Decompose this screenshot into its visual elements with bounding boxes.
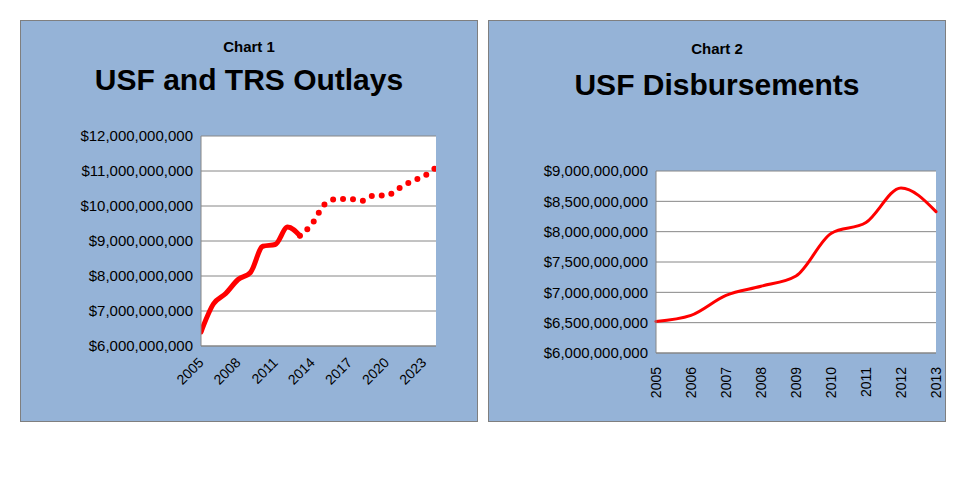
svg-text:2010: 2010 — [823, 367, 839, 398]
html-text:Chart 1: Chart 1 — [223, 38, 275, 55]
svg-text:$7,000,000,000: $7,000,000,000 — [544, 284, 648, 301]
svg-text:$9,000,000,000: $9,000,000,000 — [544, 162, 648, 179]
svg-text:$8,500,000,000: $8,500,000,000 — [544, 193, 648, 210]
svg-text:$9,000,000,000: $9,000,000,000 — [89, 232, 193, 249]
svg-text:$8,000,000,000: $8,000,000,000 — [544, 223, 648, 240]
svg-text:2017: 2017 — [322, 354, 355, 387]
svg-text:2006: 2006 — [683, 367, 699, 398]
svg-text:2014: 2014 — [285, 354, 318, 387]
html-text:USF Disbursements: USF Disbursements — [574, 68, 860, 101]
svg-text:2020: 2020 — [359, 354, 392, 387]
svg-text:2023: 2023 — [396, 354, 429, 387]
svg-text:$6,500,000,000: $6,500,000,000 — [544, 314, 648, 331]
svg-text:2009: 2009 — [788, 367, 804, 398]
svg-text:2007: 2007 — [718, 367, 734, 398]
svg-text:2011: 2011 — [248, 354, 281, 387]
svg-text:$7,500,000,000: $7,500,000,000 — [544, 253, 648, 270]
svg-text:2005: 2005 — [173, 354, 206, 387]
svg-text:$6,000,000,000: $6,000,000,000 — [544, 344, 648, 361]
svg-text:$7,000,000,000: $7,000,000,000 — [89, 302, 193, 319]
svg-text:2005: 2005 — [648, 367, 664, 398]
html-text:USF and TRS Outlays: USF and TRS Outlays — [94, 63, 404, 96]
svg-text:$6,000,000,000: $6,000,000,000 — [89, 337, 193, 354]
svg-text:2008: 2008 — [753, 367, 769, 398]
html-text:Chart 2: Chart 2 — [691, 40, 743, 57]
svg-text:2012: 2012 — [893, 367, 909, 398]
svg-text:2008: 2008 — [210, 354, 243, 387]
svg-text:$12,000,000,000: $12,000,000,000 — [80, 127, 193, 144]
svg-text:$11,000,000,000: $11,000,000,000 — [82, 162, 194, 179]
svg-text:$10,000,000,000: $10,000,000,000 — [80, 197, 193, 214]
svg-text:2011: 2011 — [858, 367, 874, 397]
svg-text:$8,000,000,000: $8,000,000,000 — [89, 267, 193, 284]
svg-text:2013: 2013 — [928, 367, 944, 398]
